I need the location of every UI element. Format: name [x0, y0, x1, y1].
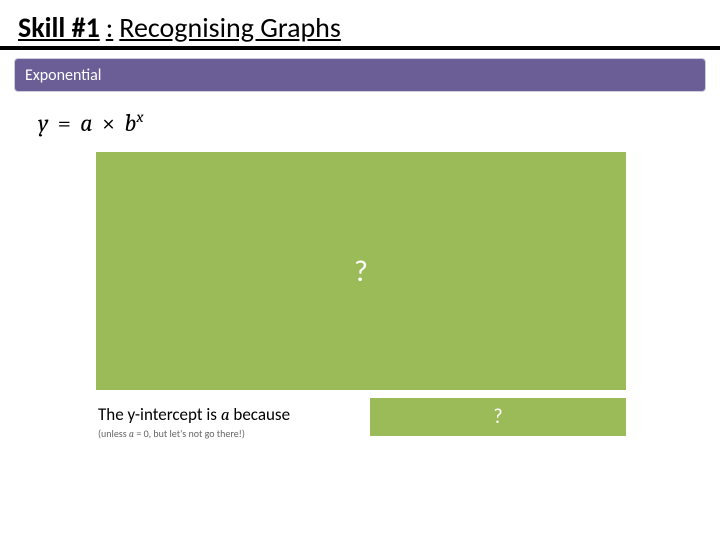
title-topic: Recognising Graphs: [119, 10, 341, 45]
caption-line2-mid: = 0: [134, 427, 149, 440]
reveal-placeholder-small[interactable]: ?: [370, 398, 626, 436]
reveal-placeholder-main[interactable]: ?: [96, 152, 626, 390]
eq-times: ×: [97, 109, 121, 137]
title-skill: Skill #1: [18, 10, 100, 45]
eq-equals: =: [52, 109, 76, 137]
equation: y = a × bx: [38, 108, 144, 137]
caption-line1-var: a: [221, 406, 230, 425]
category-label: Exponential: [25, 66, 101, 85]
eq-b: b: [124, 109, 136, 137]
caption-line2-pre: (unless: [98, 427, 129, 440]
eq-y: y: [38, 109, 48, 137]
title-divider: [0, 46, 720, 50]
slide-title: Skill #1: Recognising Graphs: [18, 10, 702, 45]
caption-line1-post: because: [230, 404, 290, 425]
eq-a: a: [80, 109, 92, 137]
placeholder-small-text: ?: [493, 405, 502, 429]
caption-line2-post: , but let's not go there!): [149, 427, 245, 440]
category-band: Exponential: [14, 58, 706, 92]
eq-x: x: [136, 108, 143, 126]
caption-line1-pre: The y-intercept is: [98, 404, 221, 425]
caption-text: The y-intercept is a because (unless a =…: [98, 398, 290, 440]
placeholder-main-text: ?: [354, 253, 368, 290]
caption-line2: (unless a = 0, but let's not go there!): [98, 427, 290, 440]
caption-line1: The y-intercept is a because: [98, 404, 290, 425]
title-colon: :: [106, 10, 114, 45]
